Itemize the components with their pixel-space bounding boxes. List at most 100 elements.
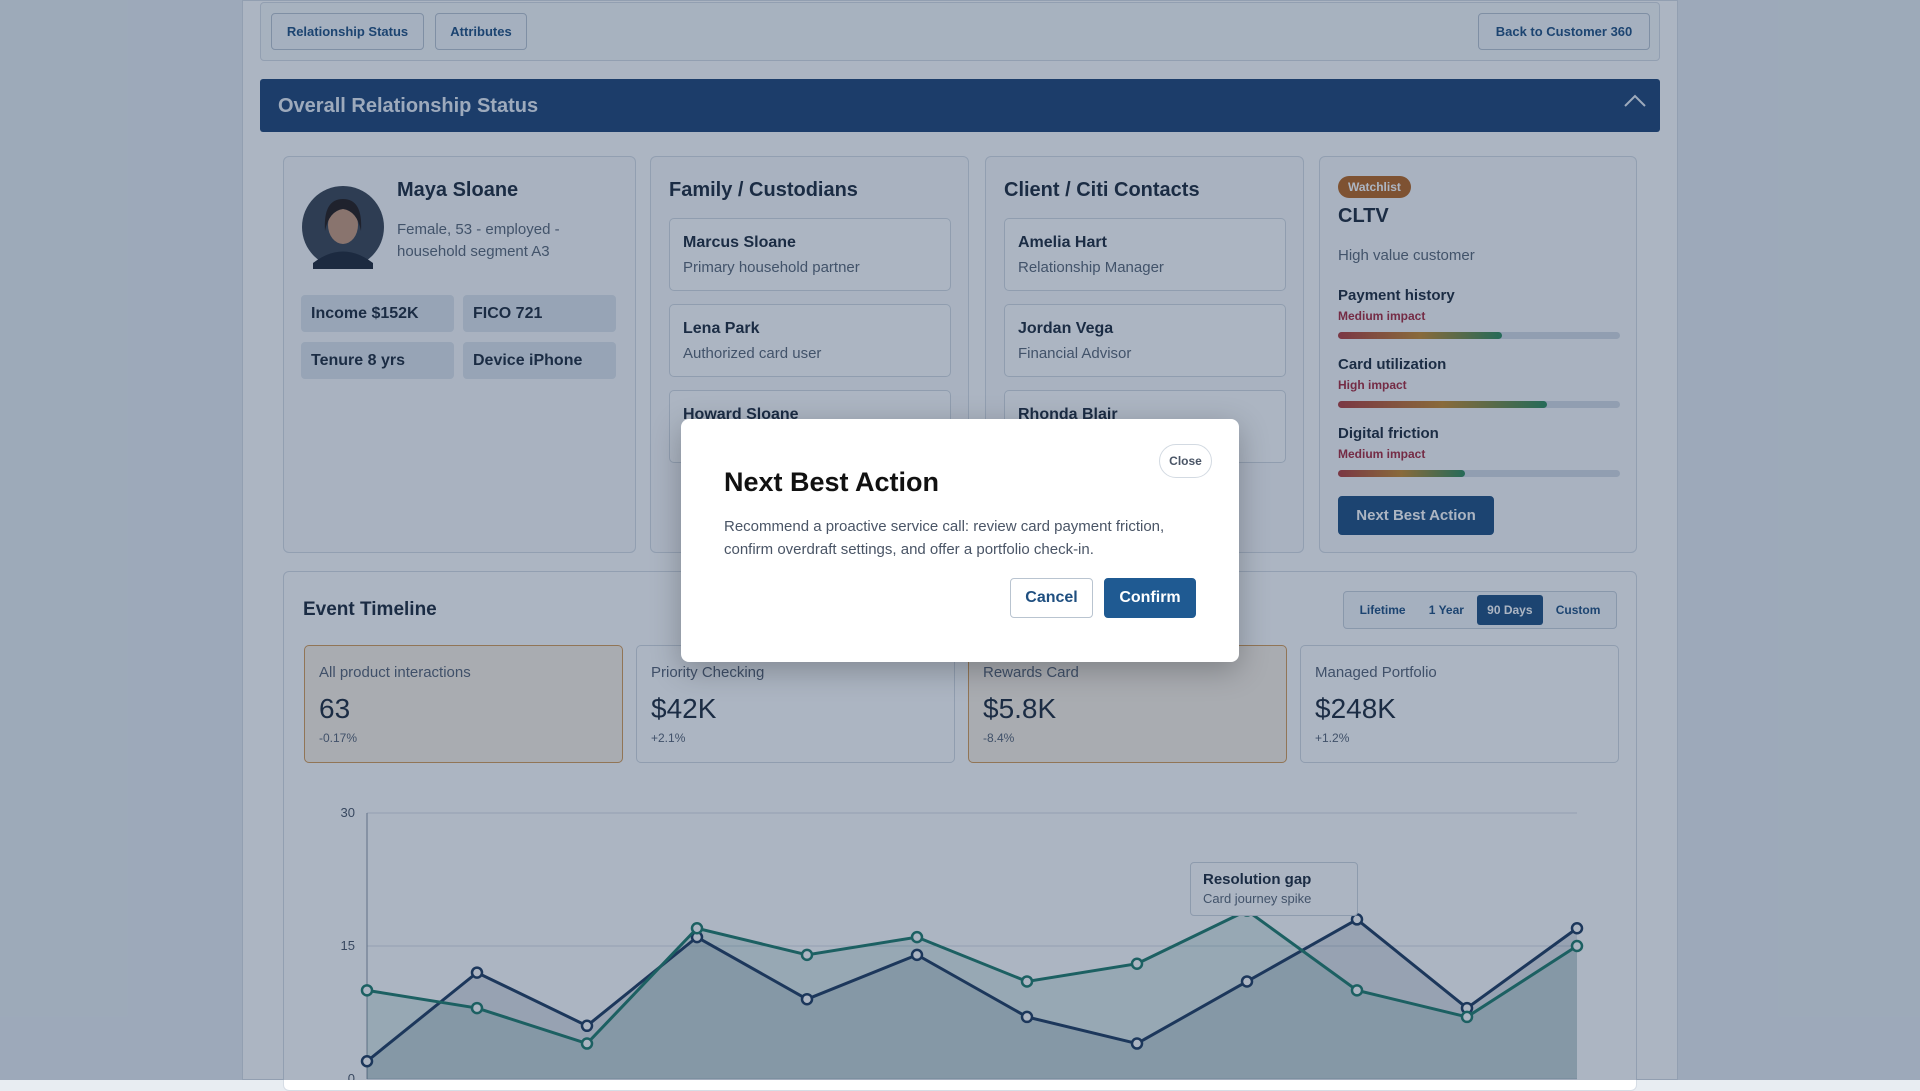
profile-name: Maya Sloane — [397, 179, 519, 201]
card-title: Family / Custodians — [669, 179, 858, 201]
member-role: Primary household partner — [683, 259, 860, 276]
profile-description: Female, 53 - employed - household segmen… — [397, 221, 560, 260]
factor-name: Payment history — [1338, 287, 1455, 304]
factor-impact: Medium impact — [1338, 309, 1426, 323]
annotation-text: Card journey spike — [1203, 891, 1312, 906]
factor-track — [1338, 470, 1620, 477]
annotation-title: Resolution gap — [1203, 871, 1312, 888]
factor-name: Digital friction — [1338, 425, 1439, 442]
stat-label: All product interactions — [319, 664, 471, 681]
series-line — [366, 908, 1578, 1046]
data-point — [910, 948, 924, 962]
y-tick-label: 0 — [348, 1071, 355, 1080]
member-name: Rhonda Blair — [1018, 406, 1118, 423]
member-name: Lena Park — [683, 320, 760, 337]
data-point — [580, 1019, 594, 1033]
stat-delta: +2.1% — [651, 731, 686, 745]
stat-label: Priority Checking — [651, 664, 765, 681]
data-point — [800, 948, 814, 962]
member-name: Marcus Sloane — [683, 234, 796, 251]
member: Marcus Sloane Primary household partner — [669, 218, 951, 291]
cltv-subtitle: High value customer — [1338, 247, 1475, 264]
close-button[interactable]: Close — [1159, 444, 1212, 478]
cltv-card: Watchlist CLTV High value customer Next … — [1319, 156, 1637, 553]
section-header — [260, 79, 1660, 132]
data-point — [1020, 975, 1034, 988]
data-point — [1020, 1010, 1034, 1024]
data-point — [1570, 922, 1584, 935]
modal: Next Best Action Close Recommend a proac… — [681, 419, 1239, 662]
cancel-button[interactable]: Cancel — [1010, 578, 1093, 618]
data-point — [1460, 1010, 1474, 1024]
member: Jordan Vega Financial Advisor — [1004, 304, 1286, 377]
card-title: Client / Citi Contacts — [1004, 179, 1200, 201]
data-point — [580, 1037, 594, 1050]
confirm-button[interactable]: Confirm — [1104, 578, 1196, 618]
stat-tile: All product interactions 63 -0.17% — [304, 645, 623, 763]
range-button[interactable]: 90 Days — [1477, 595, 1543, 625]
data-point — [690, 922, 704, 935]
y-tick-label: 15 — [341, 938, 355, 953]
stat-delta: -0.17% — [319, 731, 358, 745]
factor-impact: Medium impact — [1338, 447, 1426, 461]
cltv-title: CLTV — [1338, 205, 1389, 227]
stat-tile: Priority Checking $42K +2.1% — [636, 645, 955, 763]
stat-value: 63 — [319, 693, 351, 724]
range-button[interactable]: Lifetime — [1359, 603, 1406, 617]
chip: FICO 721 — [463, 295, 616, 332]
y-tick-label: 30 — [341, 805, 355, 820]
stat-value: $42K — [651, 693, 717, 724]
data-point — [910, 930, 924, 944]
factor-bar — [1338, 401, 1547, 408]
data-point — [1570, 939, 1584, 953]
member-name: Amelia Hart — [1018, 234, 1107, 251]
data-point — [1350, 984, 1364, 997]
timeline-title: Event Timeline — [303, 599, 437, 620]
annotation — [1190, 862, 1358, 916]
badge: Watchlist — [1338, 176, 1411, 198]
data-point — [360, 984, 374, 997]
range-button[interactable]: 1 Year — [1428, 603, 1464, 617]
stat-delta: -8.4% — [983, 731, 1015, 745]
modal-text: Recommend a proactive service call: revi… — [724, 518, 1165, 558]
member-role: Financial Advisor — [1018, 345, 1132, 362]
data-point — [800, 992, 814, 1006]
stat-value: $248K — [1315, 693, 1396, 724]
series-line — [366, 917, 1578, 1063]
member-role: Relationship Manager — [1018, 259, 1164, 276]
stat-tile: Managed Portfolio $248K +1.2% — [1300, 645, 1619, 763]
member-name: Howard Sloane — [683, 406, 799, 423]
data-point — [1130, 957, 1144, 970]
data-point — [470, 966, 484, 979]
factor-bar — [1338, 332, 1502, 339]
data-point — [1240, 975, 1254, 988]
member-name: Jordan Vega — [1018, 320, 1114, 337]
chip: Income $152K — [301, 295, 454, 332]
stat-label: Managed Portfolio — [1315, 664, 1437, 681]
modal-title: Next Best Action — [724, 467, 940, 497]
data-point — [360, 1055, 374, 1068]
stat-tile: Rewards Card $5.8K -8.4% — [968, 645, 1287, 763]
member: Amelia Hart Relationship Manager — [1004, 218, 1286, 291]
factor-bar — [1338, 470, 1465, 477]
tab[interactable]: Attributes — [435, 13, 527, 50]
factor-name: Card utilization — [1338, 356, 1447, 373]
collapse-icon[interactable] — [1622, 93, 1648, 109]
data-point — [470, 1001, 484, 1015]
series-area — [367, 910, 1577, 1079]
factor-impact: High impact — [1338, 378, 1407, 392]
profile-card: Maya Sloane Female, 53 - employed - hous… — [283, 156, 636, 553]
chip: Device iPhone — [463, 342, 616, 379]
next-best-action-button[interactable]: Next Best Action — [1338, 496, 1494, 535]
stat-label: Rewards Card — [983, 664, 1079, 681]
range-group: Lifetime 1 Year 90 Days Custom — [1343, 591, 1617, 629]
member-role: Authorized card user — [683, 345, 822, 362]
chip: Tenure 8 yrs — [301, 342, 454, 379]
back-button[interactable]: Back to Customer 360 — [1478, 13, 1650, 50]
member: Lena Park Authorized card user — [669, 304, 951, 377]
range-button[interactable]: Custom — [1555, 603, 1601, 617]
tab[interactable]: Relationship Status — [271, 13, 424, 50]
stat-value: $5.8K — [983, 693, 1057, 724]
